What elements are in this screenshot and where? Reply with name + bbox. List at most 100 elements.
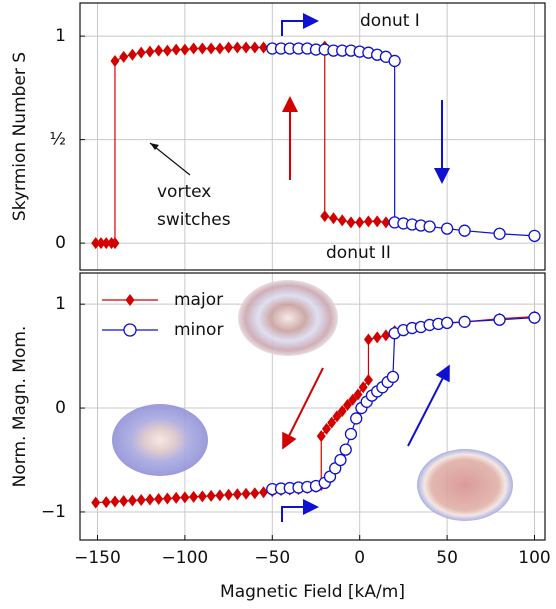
- diamond-marker: [358, 381, 368, 394]
- diamond-marker: [162, 492, 172, 505]
- diamond-marker: [372, 331, 382, 344]
- diamond-marker: [355, 216, 365, 229]
- diamond-marker: [189, 42, 199, 55]
- annotation: switches: [157, 210, 231, 230]
- annotation: donut II: [326, 243, 391, 263]
- circle-marker: [458, 315, 471, 328]
- circle-marker: [350, 412, 363, 425]
- diamond-marker: [96, 237, 106, 250]
- circle-marker: [493, 227, 506, 240]
- diamond-marker: [91, 496, 101, 509]
- x-tick-label: −50: [254, 548, 290, 568]
- diamond-marker: [250, 41, 260, 54]
- diamond-marker: [241, 487, 251, 500]
- legend-marker: [123, 323, 137, 337]
- diamond-marker: [171, 491, 181, 504]
- diamond-marker: [197, 490, 207, 503]
- circle-marker: [440, 316, 454, 330]
- diamond-marker: [171, 43, 181, 56]
- diamond-marker: [332, 410, 342, 423]
- plot-frame: [79, 2, 546, 271]
- annotation: donut I: [360, 11, 420, 31]
- skyrmion-image: [112, 404, 208, 476]
- diamond-marker: [232, 41, 242, 54]
- diamond-marker: [337, 214, 347, 227]
- diamond-marker: [136, 46, 146, 59]
- y-tick-label: ½: [50, 130, 66, 150]
- arrow-head: [150, 143, 159, 150]
- y-tick-label: −1: [41, 502, 66, 522]
- series-line: [95, 45, 395, 244]
- skyrmion-image: [417, 449, 513, 521]
- y-tick-label: 1: [55, 26, 66, 46]
- diamond-marker: [321, 422, 331, 435]
- diamond-marker: [381, 216, 391, 229]
- diamond-marker: [348, 393, 358, 406]
- diamond-marker: [232, 488, 242, 501]
- diamond-marker: [320, 210, 330, 223]
- diamond-marker: [224, 488, 234, 501]
- diamond-marker: [127, 494, 137, 507]
- x-tick-label: 100: [518, 548, 550, 568]
- diamond-marker: [241, 41, 251, 54]
- diamond-marker: [363, 215, 373, 228]
- arrow: [149, 142, 191, 176]
- diamond-marker: [136, 494, 146, 507]
- diamond-marker: [327, 416, 337, 429]
- circle-marker: [334, 453, 347, 467]
- diamond-marker: [180, 43, 190, 56]
- arrow: [281, 13, 319, 36]
- diamond-marker: [363, 374, 373, 387]
- legend-label: major: [174, 290, 223, 310]
- diamond-marker: [110, 54, 120, 67]
- circle-marker: [528, 229, 541, 242]
- y-axis-label: Norm. Magn. Mom.: [10, 326, 30, 488]
- diamond-marker: [110, 495, 120, 508]
- arrow: [407, 364, 450, 447]
- circle-marker: [440, 222, 454, 235]
- diamond-marker: [197, 42, 207, 55]
- diamond-marker: [259, 486, 269, 499]
- x-axis-label: Magnetic Field [kA/m]: [220, 582, 405, 602]
- circle-marker: [493, 313, 506, 326]
- arrow: [282, 367, 324, 450]
- plots: 0 ½ 1 Skyrmion Number S donut I donut II vorte…: [10, 2, 551, 602]
- diamond-marker: [145, 493, 155, 506]
- diamond-marker: [372, 215, 382, 228]
- diamond-marker: [145, 45, 155, 58]
- diamond-marker: [154, 44, 164, 57]
- diamond-marker: [127, 48, 137, 61]
- diamond-marker: [328, 212, 338, 225]
- diamond-marker: [101, 496, 111, 509]
- legend-label: minor: [174, 320, 223, 340]
- circle-marker: [388, 54, 401, 68]
- circle-marker: [386, 370, 400, 384]
- plot-frame: [79, 272, 546, 541]
- diamond-marker: [91, 237, 101, 250]
- diamond-marker: [110, 237, 120, 250]
- diamond-marker: [250, 487, 260, 500]
- arrow: [281, 499, 319, 522]
- diamond-marker: [316, 430, 326, 443]
- diamond-marker: [119, 495, 129, 508]
- diamond-marker: [353, 388, 363, 401]
- y-tick-label: 1: [55, 294, 66, 314]
- diamond-marker: [363, 333, 373, 346]
- diamond-marker: [119, 50, 129, 63]
- diamond-marker: [206, 42, 216, 55]
- annotation: vortex: [157, 182, 211, 202]
- diamond-marker: [101, 237, 111, 250]
- circle-marker: [458, 224, 471, 237]
- x-tick-label: −100: [162, 548, 209, 568]
- y-tick-label: 0: [55, 398, 66, 418]
- circle-marker: [423, 220, 436, 233]
- circle-marker: [339, 443, 352, 456]
- x-tick-label: 0: [354, 548, 365, 568]
- diamond-marker: [215, 489, 225, 502]
- diamond-marker: [342, 398, 352, 411]
- circle-marker: [528, 311, 541, 324]
- diamond-marker: [337, 405, 347, 418]
- y-axis-label: Skyrmion Number S: [10, 52, 30, 221]
- legend-marker: [125, 294, 135, 306]
